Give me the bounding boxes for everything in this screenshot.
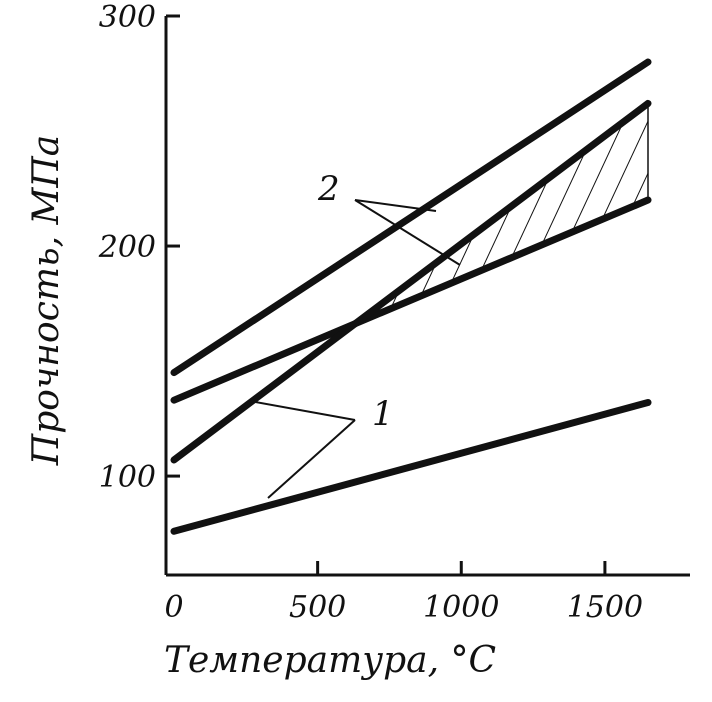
callout-leader-line	[354, 199, 437, 212]
x-tick-label: 500	[289, 590, 346, 625]
y-tick-label: 100	[99, 460, 156, 495]
y-tick-label: 200	[98, 230, 156, 265]
x-axis-title: Температура, °C	[164, 640, 496, 681]
callout-leader-line	[249, 400, 356, 421]
y-tick-label: 300	[99, 0, 156, 35]
series-line-4	[170, 398, 652, 535]
ticks-group: 0 500 1000 1500 100 200 300	[98, 0, 643, 625]
callouts-group: 12	[249, 169, 461, 499]
series-line-1	[170, 58, 652, 377]
series-group	[170, 58, 652, 535]
series-line-2	[170, 196, 652, 404]
callout-leader-line	[267, 419, 356, 499]
x-tick-label: 1500	[567, 590, 643, 625]
series-line-3	[170, 99, 652, 464]
x-tick-label: 0	[164, 590, 183, 625]
callout-label-2: 2	[317, 169, 340, 209]
y-axis-title: Прочность, МПа	[26, 135, 67, 466]
callout-leader-line	[354, 199, 461, 266]
callout-label-1: 1	[372, 394, 394, 434]
x-tick-label: 1000	[423, 590, 499, 625]
